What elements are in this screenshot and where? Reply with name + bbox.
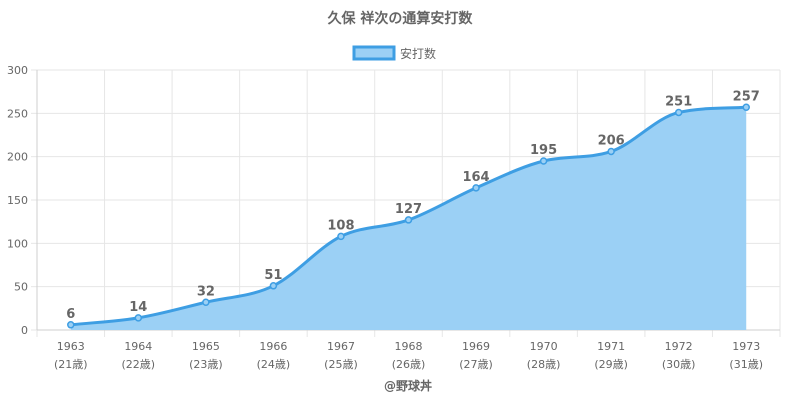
x-tick-sublabel: (27歳) — [459, 358, 493, 371]
x-tick-sublabel: (22歳) — [122, 358, 156, 371]
data-point[interactable] — [269, 282, 278, 290]
data-point[interactable] — [674, 108, 683, 117]
y-tick-label: 150 — [7, 194, 28, 207]
data-label: 51 — [264, 268, 282, 283]
data-point[interactable] — [472, 184, 480, 192]
legend-swatch — [352, 45, 396, 61]
y-tick-label: 50 — [14, 281, 28, 294]
x-tick-label: 1973 — [732, 340, 760, 353]
legend[interactable]: 安打数 — [352, 45, 436, 61]
x-tick-sublabel: (31歳) — [729, 358, 763, 371]
y-tick-label: 100 — [7, 237, 28, 250]
data-label: 6 — [66, 307, 75, 322]
x-tick-label: 1964 — [124, 340, 152, 353]
x-tick-sublabel: (26歳) — [392, 358, 426, 371]
data-point[interactable] — [202, 298, 210, 307]
data-label: 251 — [665, 94, 692, 109]
x-tick-label: 1963 — [57, 340, 85, 353]
data-label: 257 — [733, 89, 760, 104]
y-tick-label: 200 — [7, 151, 28, 164]
legend-label: 安打数 — [400, 46, 436, 61]
series-area-fill — [70, 107, 747, 331]
data-point[interactable] — [539, 157, 548, 165]
data-label: 14 — [129, 300, 147, 315]
x-tick-label: 1965 — [192, 340, 220, 353]
data-label: 127 — [395, 202, 422, 217]
x-tick-label: 1969 — [462, 340, 490, 353]
chart-title: 久保 祥次の通算安打数 — [327, 10, 474, 27]
data-label: 108 — [327, 218, 354, 233]
x-tick-label: 1971 — [597, 340, 625, 353]
x-tick-label: 1967 — [327, 340, 355, 353]
y-tick-label: 300 — [7, 64, 28, 77]
data-point[interactable] — [337, 232, 345, 241]
x-tick-sublabel: (29歳) — [594, 358, 628, 371]
data-point[interactable] — [607, 147, 615, 156]
data-point[interactable] — [67, 321, 75, 329]
x-tick-label: 1972 — [665, 340, 693, 353]
data-labels: 6 14 32 51 108 127 164 195 206 251 257 — [66, 89, 760, 322]
y-tick-label: 0 — [21, 324, 28, 337]
x-tick-label: 1970 — [530, 340, 558, 353]
x-tick-label: 1968 — [395, 340, 423, 353]
data-point[interactable] — [404, 216, 413, 224]
data-label: 195 — [530, 143, 557, 158]
axis-ticks: 0 50 100 150 200 250 300 1963 (21歳) 1964 (22歳) 1965… — [7, 64, 763, 371]
data-label: 32 — [197, 284, 215, 299]
credit-text: @野球丼 — [384, 378, 432, 393]
x-tick-sublabel: (28歳) — [527, 358, 561, 371]
x-tick-sublabel: (30歳) — [662, 358, 696, 371]
x-tick-sublabel: (25歳) — [324, 358, 358, 371]
x-tick-sublabel: (24歳) — [257, 358, 291, 371]
x-tick-sublabel: (21歳) — [54, 358, 88, 371]
x-tick-sublabel: (23歳) — [189, 358, 223, 371]
series-area — [67, 103, 750, 331]
data-point[interactable] — [134, 314, 143, 322]
data-label: 164 — [462, 170, 489, 185]
y-tick-label: 250 — [7, 107, 28, 120]
data-label: 206 — [598, 133, 625, 148]
x-tick-label: 1966 — [259, 340, 287, 353]
data-point[interactable] — [742, 103, 750, 112]
